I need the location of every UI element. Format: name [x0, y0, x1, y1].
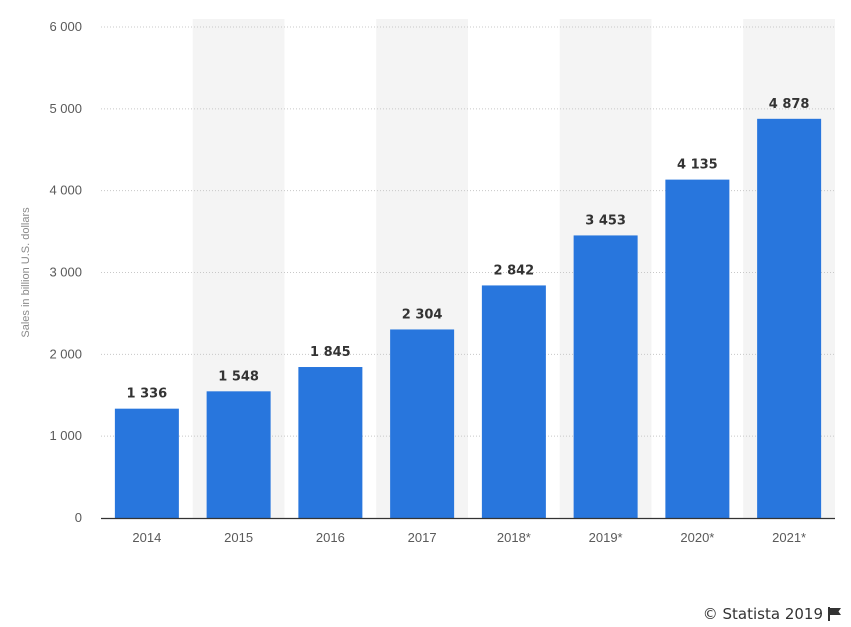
y-tick-label: 3 000 — [49, 265, 82, 280]
y-axis-title: Sales in billion U.S. dollars — [20, 207, 32, 338]
y-tick-label: 2 000 — [49, 346, 82, 361]
bar — [206, 391, 271, 518]
bar — [665, 179, 730, 518]
y-tick-label: 1 000 — [49, 428, 82, 443]
bar — [114, 408, 179, 518]
y-tick-label: 5 000 — [49, 101, 82, 116]
source-credit[interactable]: © Statista 2019 — [703, 605, 843, 623]
x-tick-label: 2017 — [408, 530, 437, 545]
data-label: 1 336 — [127, 387, 168, 402]
x-tick-label: 2018* — [497, 530, 531, 545]
x-tick-label: 2015 — [224, 530, 253, 545]
y-tick-label: 4 000 — [49, 183, 82, 198]
bar — [390, 329, 455, 518]
bar — [481, 285, 546, 518]
x-tick-label: 2019* — [589, 530, 623, 545]
data-label: 2 304 — [402, 307, 443, 322]
x-tick-label: 2021* — [772, 530, 806, 545]
y-tick-label: 0 — [75, 510, 82, 525]
bar — [298, 367, 363, 518]
data-label: 1 548 — [218, 369, 259, 384]
x-tick-label: 2016 — [316, 530, 345, 545]
data-label: 3 453 — [585, 213, 626, 228]
credit-text: © Statista 2019 — [702, 605, 823, 623]
x-tick-label: 2014 — [132, 530, 161, 545]
x-tick-label: 2020* — [680, 530, 714, 545]
data-label: 4 135 — [677, 158, 718, 173]
data-label: 2 842 — [494, 263, 535, 278]
y-tick-label: 6 000 — [49, 19, 82, 34]
bar — [757, 118, 822, 518]
flag-icon[interactable] — [827, 607, 843, 621]
data-label: 1 845 — [310, 345, 351, 360]
bar — [573, 235, 638, 518]
data-label: 4 878 — [769, 97, 810, 112]
